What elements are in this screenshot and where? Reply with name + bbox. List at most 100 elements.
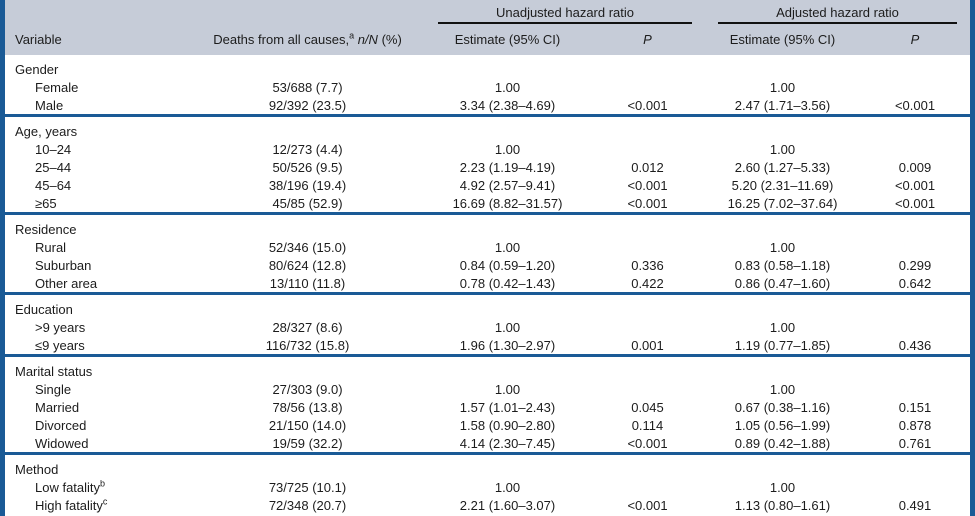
row-adjusted-estimate: 1.00: [769, 141, 796, 157]
group-divider: [5, 452, 970, 455]
group-education: Education >9 years 28/327 (8.6) 1.00 1.0…: [5, 295, 970, 354]
row-adjusted-estimate: 16.25 (7.02–37.64): [727, 195, 838, 211]
table-row: 10–24 12/273 (4.4) 1.00 1.00: [5, 140, 970, 158]
table-row: >9 years 28/327 (8.6) 1.00 1.00: [5, 318, 970, 336]
row-unadjusted-p: <0.001: [627, 435, 668, 451]
row-unadjusted-estimate: 1.00: [494, 319, 521, 335]
row-unadjusted-p: <0.001: [627, 97, 668, 113]
row-adjusted-estimate: 1.00: [769, 479, 796, 495]
table-row: Widowed 19/59 (32.2) 4.14 (2.30–7.45) <0…: [5, 434, 970, 452]
row-adjusted-estimate: 2.60 (1.27–5.33): [734, 159, 831, 175]
row-adjusted-estimate: 2.47 (1.71–3.56): [734, 97, 831, 113]
row-deaths: 38/196 (19.4): [268, 177, 347, 193]
row-variable: Widowed: [35, 435, 89, 451]
row-adjusted-p: 0.436: [898, 337, 932, 353]
group-method: Method Low fatalityb 73/725 (10.1) 1.00 …: [5, 455, 970, 514]
adjusted-p-column-header: P: [910, 32, 920, 47]
group-gender: Gender Female 53/688 (7.7) 1.00 1.00 Mal…: [5, 55, 970, 114]
row-deaths: 116/732 (15.8): [265, 337, 350, 353]
row-unadjusted-p: 0.422: [631, 275, 664, 291]
row-adjusted-estimate: 1.00: [769, 239, 796, 255]
row-unadjusted-estimate: 2.21 (1.60–3.07): [459, 497, 556, 513]
row-unadjusted-estimate: 1.57 (1.01–2.43): [459, 399, 556, 415]
header-span-row: Unadjusted hazard ratio Adjusted hazard …: [5, 0, 970, 24]
row-adjusted-p: <0.001: [894, 177, 936, 193]
table-row: Other area 13/110 (11.8) 0.78 (0.42–1.43…: [5, 274, 970, 292]
row-deaths: 13/110 (11.8): [269, 275, 346, 291]
row-adjusted-estimate: 1.13 (0.80–1.61): [734, 497, 831, 513]
row-adjusted-estimate: 0.89 (0.42–1.88): [734, 435, 831, 451]
unadjusted-p-column-header: P: [643, 32, 652, 47]
row-deaths: 52/346 (15.0): [268, 239, 347, 255]
row-unadjusted-estimate: 4.92 (2.57–9.41): [459, 177, 556, 193]
row-unadjusted-estimate: 0.84 (0.59–1.20): [459, 257, 556, 273]
table-row: Female 53/688 (7.7) 1.00 1.00: [5, 78, 970, 96]
row-variable: Single: [35, 381, 72, 397]
table-row: Married 78/56 (13.8) 1.57 (1.01–2.43) 0.…: [5, 398, 970, 416]
row-variable: Other area: [35, 275, 98, 291]
table-row: ≥65 45/85 (52.9) 16.69 (8.82–31.57) <0.0…: [5, 194, 970, 212]
row-variable: High fatalityc: [35, 496, 108, 513]
row-adjusted-p: 0.491: [898, 497, 932, 513]
group-age: Age, years 10–24 12/273 (4.4) 1.00 1.00 …: [5, 117, 970, 212]
row-deaths: 73/725 (10.1): [268, 479, 347, 495]
row-unadjusted-estimate: 1.00: [494, 239, 521, 255]
row-deaths: 19/59 (32.2): [272, 435, 343, 451]
footnote-marker-c: c: [102, 496, 108, 507]
row-deaths: 78/56 (13.8): [272, 399, 343, 415]
group-label: Marital status: [15, 363, 93, 379]
group-label: Method: [15, 461, 59, 477]
group-marital-status: Marital status Single 27/303 (9.0) 1.00 …: [5, 357, 970, 452]
footnote-marker-b: b: [100, 478, 106, 489]
group-divider: [5, 114, 970, 117]
row-variable: 25–44: [35, 159, 72, 175]
group-divider: [5, 212, 970, 215]
row-unadjusted-estimate: 1.96 (1.30–2.97): [459, 337, 556, 353]
row-deaths: 80/624 (12.8): [268, 257, 347, 273]
row-adjusted-p: 0.151: [898, 399, 932, 415]
row-adjusted-estimate: 0.67 (0.38–1.16): [734, 399, 831, 415]
row-unadjusted-p: 0.012: [631, 159, 664, 175]
row-variable: >9 years: [35, 319, 86, 335]
table-row: Rural 52/346 (15.0) 1.00 1.00: [5, 238, 970, 256]
row-unadjusted-estimate: 1.00: [494, 381, 521, 397]
adjusted-hazard-ratio-header: Adjusted hazard ratio: [718, 5, 957, 24]
row-adjusted-p: 0.878: [898, 417, 932, 433]
table-row: Single 27/303 (9.0) 1.00 1.00: [5, 380, 970, 398]
row-unadjusted-estimate: 1.58 (0.90–2.80): [459, 417, 556, 433]
row-variable: Suburban: [35, 257, 92, 273]
row-adjusted-p: 0.009: [898, 159, 932, 175]
row-deaths: 12/273 (4.4): [272, 141, 343, 157]
row-adjusted-estimate: 5.20 (2.31–11.69): [731, 177, 834, 193]
group-divider: [5, 292, 970, 295]
row-adjusted-p: 0.299: [898, 257, 932, 273]
table-row: 25–44 50/526 (9.5) 2.23 (1.19–4.19) 0.01…: [5, 158, 970, 176]
row-adjusted-p: <0.001: [894, 195, 936, 211]
row-variable: Rural: [35, 239, 67, 255]
row-variable: Male: [35, 97, 64, 113]
row-adjusted-estimate: 0.86 (0.47–1.60): [734, 275, 831, 291]
group-label: Gender: [15, 61, 59, 77]
row-adjusted-p: 0.642: [898, 275, 932, 291]
row-unadjusted-estimate: 4.14 (2.30–7.45): [459, 435, 556, 451]
row-unadjusted-estimate: 1.00: [494, 479, 521, 495]
table-row: Suburban 80/624 (12.8) 0.84 (0.59–1.20) …: [5, 256, 970, 274]
row-deaths: 50/526 (9.5): [272, 159, 343, 175]
group-residence: Residence Rural 52/346 (15.0) 1.00 1.00 …: [5, 215, 970, 292]
row-deaths: 27/303 (9.0): [272, 381, 343, 397]
group-label: Age, years: [15, 123, 78, 139]
footnote-marker-a: a: [349, 30, 355, 41]
row-adjusted-p: <0.001: [894, 97, 936, 113]
row-unadjusted-p: <0.001: [627, 177, 668, 193]
row-deaths: 28/327 (8.6): [272, 319, 343, 335]
group-label: Education: [15, 301, 73, 317]
group-label: Residence: [15, 221, 77, 237]
row-unadjusted-p: 0.336: [631, 257, 664, 273]
row-variable: 10–24: [35, 141, 72, 157]
row-unadjusted-estimate: 1.00: [494, 79, 521, 95]
row-deaths: 53/688 (7.7): [272, 79, 343, 95]
table-row: 45–64 38/196 (19.4) 4.92 (2.57–9.41) <0.…: [5, 176, 970, 194]
table-header: Unadjusted hazard ratio Adjusted hazard …: [5, 0, 970, 55]
row-adjusted-estimate: 1.00: [769, 79, 796, 95]
